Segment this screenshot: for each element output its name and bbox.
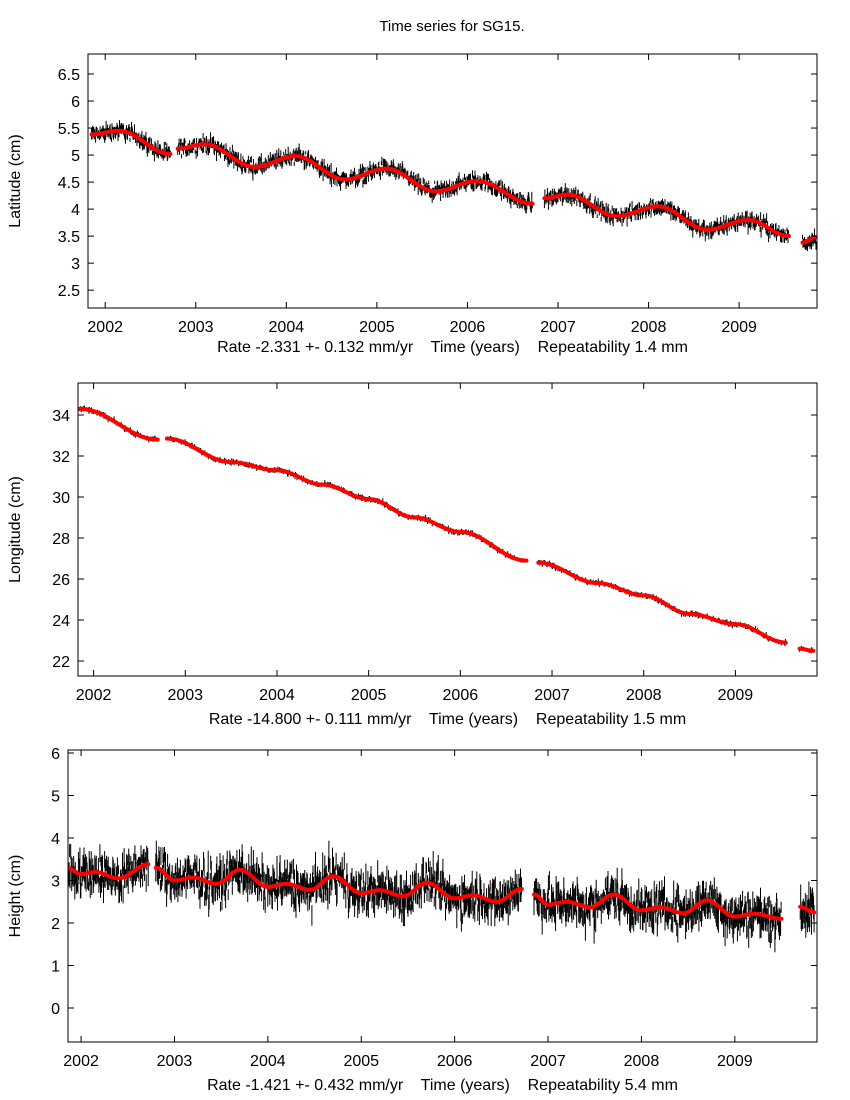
x-tick-label: 2004 <box>269 319 305 336</box>
y-tick-label: 3 <box>51 873 60 890</box>
y-tick-label: 32 <box>52 449 70 466</box>
y-tick-label: 24 <box>52 613 70 630</box>
x-tick-label: 2009 <box>717 1053 753 1070</box>
y-tick-label: 30 <box>52 490 70 507</box>
plot-frame <box>67 749 818 1043</box>
fit-curve <box>536 560 788 645</box>
plot-frame <box>87 53 818 309</box>
y-tick-label: 1 <box>51 958 60 975</box>
x-tick-label: 2007 <box>530 1053 566 1070</box>
x-tick-label: 2002 <box>63 1053 99 1070</box>
y-tick-label: 5 <box>51 788 60 805</box>
y-tick-label: 4.5 <box>58 175 80 192</box>
fit-curve <box>164 436 529 563</box>
y-axis-label: Height (cm) <box>7 855 24 938</box>
x-tick-label: 2005 <box>343 1053 379 1070</box>
x-tick-label: 2002 <box>87 319 123 336</box>
y-tick-label: 6.5 <box>58 67 80 84</box>
fit-curve <box>798 904 817 915</box>
fit-curve <box>78 406 160 442</box>
fit-curve <box>542 192 791 239</box>
x-axis-label: Rate -14.800 +- 0.111 mm/yr Time (years)… <box>209 711 686 728</box>
y-tick-label: 34 <box>52 408 70 425</box>
x-tick-label: 2006 <box>450 319 486 336</box>
y-axis-label: Longitude (cm) <box>7 476 24 583</box>
x-tick-label: 2008 <box>631 319 667 336</box>
y-tick-label: 4 <box>71 202 80 219</box>
y-tick-label: 5 <box>71 148 80 165</box>
x-tick-label: 2003 <box>178 319 214 336</box>
x-tick-label: 2005 <box>351 687 387 704</box>
y-tick-label: 6 <box>71 94 80 111</box>
x-axis-label: Rate -1.421 +- 0.432 mm/yr Time (years) … <box>207 1077 678 1094</box>
x-tick-label: 2005 <box>359 319 395 336</box>
figure-title: Time series for SG15. <box>379 18 524 35</box>
x-tick-label: 2002 <box>76 687 112 704</box>
x-tick-label: 2003 <box>157 1053 193 1070</box>
plot-frame <box>77 382 818 677</box>
x-tick-label: 2003 <box>167 687 203 704</box>
x-tick-label: 2007 <box>534 687 570 704</box>
y-tick-label: 3 <box>71 256 80 273</box>
y-tick-label: 0 <box>51 1001 60 1018</box>
x-tick-label: 2007 <box>540 319 576 336</box>
x-tick-label: 2009 <box>721 319 757 336</box>
y-axis-label: Latitude (cm) <box>7 134 24 227</box>
panel-height: 2002 2003 2004 2005 2006 2007 2008 2009 0 1 2 3 4 5 6 H… <box>7 746 818 1094</box>
plot-area <box>78 405 816 654</box>
panel-longitude: 2002 2003 2004 2005 2006 2007 2008 2009 22 24 26 28… <box>7 382 818 728</box>
y-tick-label: 28 <box>52 531 70 548</box>
observations <box>68 840 815 953</box>
x-tick-label: 2004 <box>259 687 295 704</box>
fit-curve <box>153 865 524 904</box>
fit-curve <box>68 862 151 881</box>
y-tick-label: 6 <box>51 746 60 763</box>
y-tick-label: 5.5 <box>58 121 80 138</box>
fit-curve <box>175 142 535 206</box>
fit-curve <box>797 646 816 653</box>
x-tick-label: 2006 <box>437 1053 473 1070</box>
fit-curve <box>800 235 817 245</box>
fit-curve <box>89 128 173 156</box>
y-tick-label: 3.5 <box>58 229 80 246</box>
x-tick-label: 2009 <box>718 687 754 704</box>
x-axis-label: Rate -2.331 +- 0.132 mm/yr Time (years) … <box>217 339 688 356</box>
y-tick-label: 2.5 <box>58 283 80 300</box>
panel-latitude: 2002 2003 2004 2005 2006 2007 2008 2009 2.5 3 3.5 4… <box>7 53 818 356</box>
y-tick-label: 2 <box>51 916 60 933</box>
plot-area <box>68 840 817 953</box>
x-tick-label: 2006 <box>443 687 479 704</box>
y-tick-label: 26 <box>52 572 70 589</box>
x-tick-label: 2008 <box>624 1053 660 1070</box>
plot-area <box>89 120 817 252</box>
y-tick-label: 22 <box>52 654 70 671</box>
fit-curve <box>532 892 784 921</box>
x-tick-label: 2008 <box>626 687 662 704</box>
x-tick-label: 2004 <box>250 1053 286 1070</box>
y-tick-label: 4 <box>51 831 60 848</box>
